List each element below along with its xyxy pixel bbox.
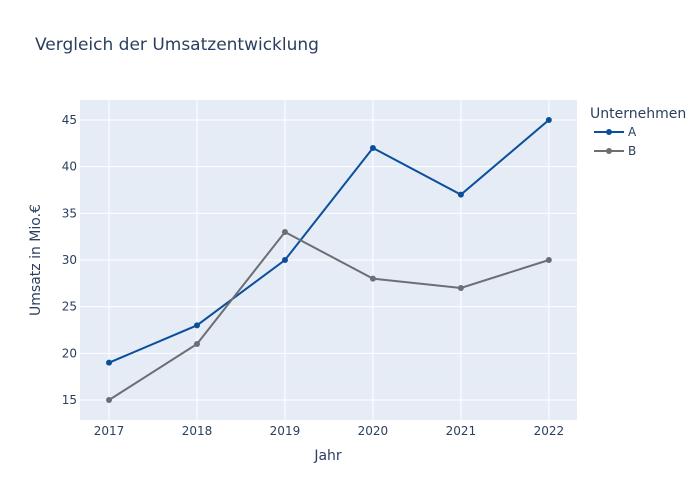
data-point-B xyxy=(457,285,464,292)
x-tick-label: 2019 xyxy=(270,424,301,438)
data-point-B xyxy=(281,228,288,235)
x-tick-label: 2022 xyxy=(534,424,565,438)
data-point-A xyxy=(281,257,288,263)
y-tick-label: 30 xyxy=(62,253,77,267)
x-tick-label: 2020 xyxy=(358,424,389,438)
legend-marker-B xyxy=(606,148,612,154)
data-point-B xyxy=(193,341,200,348)
x-tick-label: 2017 xyxy=(94,424,125,438)
data-point-A xyxy=(193,322,200,329)
y-tick-label: 25 xyxy=(62,300,77,314)
data-point-B xyxy=(545,257,552,263)
data-point-A xyxy=(369,144,376,151)
chart-title: Vergleich der Umsatzentwicklung xyxy=(35,35,319,55)
y-tick-label: 20 xyxy=(62,346,77,360)
data-point-A xyxy=(106,359,113,366)
data-point-A xyxy=(457,191,464,198)
x-tick-label: 2021 xyxy=(446,424,477,438)
y-tick-label: 35 xyxy=(62,206,77,220)
data-point-B xyxy=(106,397,113,404)
legend-label-B: B xyxy=(628,144,636,158)
x-axis-label: Jahr xyxy=(313,448,342,464)
y-tick-label: 40 xyxy=(62,160,77,174)
data-point-A xyxy=(545,116,552,123)
series-line-A xyxy=(108,119,550,364)
legend: Unternehmen AB xyxy=(590,106,686,158)
y-tick-label: 15 xyxy=(62,393,77,407)
legend-title: Unternehmen xyxy=(590,106,686,122)
series-line-B xyxy=(108,230,550,401)
x-tick-label: 2018 xyxy=(182,424,213,438)
y-axis-label: Umsatz in Mio.€ xyxy=(28,204,44,316)
legend-label-A: A xyxy=(628,125,637,139)
legend-marker-A xyxy=(606,129,612,135)
data-point-B xyxy=(369,275,376,282)
y-tick-label: 45 xyxy=(62,113,77,127)
